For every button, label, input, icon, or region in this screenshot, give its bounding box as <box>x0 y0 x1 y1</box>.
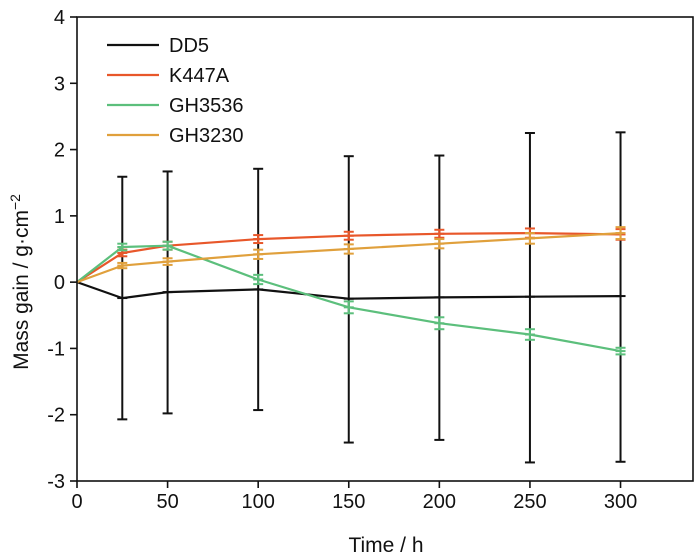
series-k447a <box>76 227 626 284</box>
series-line-gh3536 <box>76 244 621 353</box>
y-axis-title: Mass gain / g·cm−2 <box>7 194 33 370</box>
y-tick-label: 2 <box>54 140 65 162</box>
y-tick-label: 0 <box>54 272 65 294</box>
y-tick-label: -1 <box>47 338 65 360</box>
legend: DD5 K447A GH3536 GH3230 <box>107 35 244 147</box>
y-tick-label: 3 <box>54 73 65 95</box>
plot-frame <box>76 16 694 482</box>
axes <box>76 16 694 482</box>
y-tick-label: -3 <box>47 471 65 493</box>
x-tick-label: 300 <box>604 491 637 513</box>
ticks: 0 50 100 150 200 250 300 -3 -2 -1 0 1 2 3 4 <box>47 7 637 513</box>
x-tick-label: 250 <box>513 491 546 513</box>
x-tick-label: 100 <box>241 491 274 513</box>
legend-label-k447a: K447A <box>169 65 230 87</box>
series-gh3230 <box>76 226 626 284</box>
x-tick-label: 150 <box>332 491 365 513</box>
series-line-gh3230 <box>76 232 621 284</box>
series-dd5 <box>76 131 626 464</box>
legend-label-gh3536: GH3536 <box>169 95 244 117</box>
x-tick-label: 50 <box>156 491 178 513</box>
legend-label-dd5: DD5 <box>169 35 209 57</box>
y-axis-title-exponent: −2 <box>7 194 23 210</box>
y-axis-title-text: Mass gain / g·cm <box>10 210 33 370</box>
x-tick-label: 0 <box>71 491 82 513</box>
y-tick-label: 1 <box>54 206 65 228</box>
plot-marks <box>76 131 626 464</box>
x-axis-title: Time / h <box>348 534 423 557</box>
x-tick-label: 200 <box>423 491 456 513</box>
y-tick-label: 4 <box>54 7 65 29</box>
series-gh3536 <box>76 240 626 356</box>
series-line-k447a <box>76 232 621 284</box>
legend-label-gh3230: GH3230 <box>169 125 244 147</box>
y-tick-label: -2 <box>47 405 65 427</box>
